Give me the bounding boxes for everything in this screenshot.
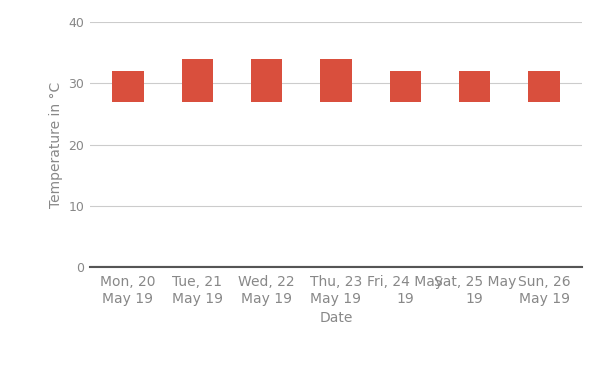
- X-axis label: Date: Date: [319, 311, 353, 325]
- Bar: [529, 71, 560, 102]
- Bar: [112, 71, 143, 102]
- Bar: [459, 71, 490, 102]
- Y-axis label: Temperature in °C: Temperature in °C: [49, 82, 63, 208]
- Bar: [182, 59, 213, 102]
- Bar: [320, 59, 352, 102]
- Bar: [251, 59, 282, 102]
- Bar: [390, 71, 421, 102]
